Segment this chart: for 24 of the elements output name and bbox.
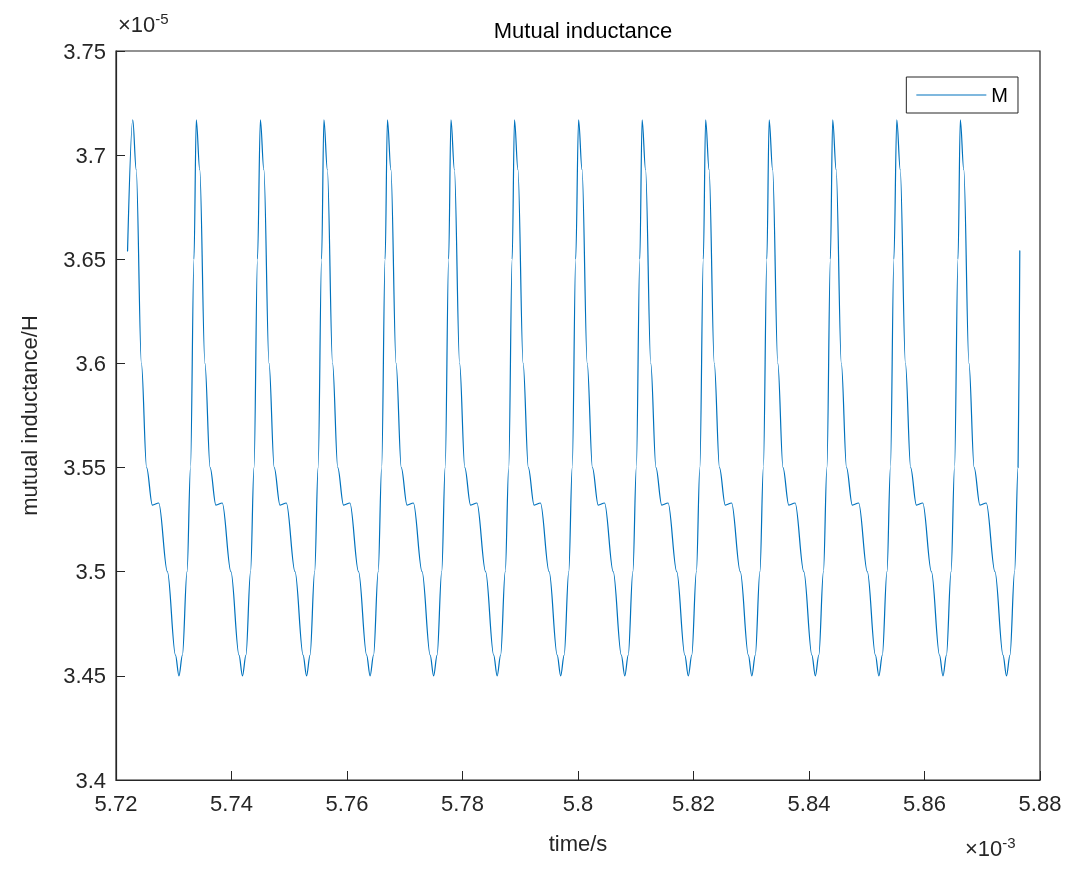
- x-tick-label: 5.76: [325, 790, 369, 816]
- x-tick-label: 5.72: [94, 790, 138, 816]
- y-tick-label: 3.75: [63, 38, 106, 64]
- y-tick-label: 3.65: [63, 246, 106, 272]
- y-tick-label: 3.45: [63, 663, 106, 689]
- x-tick-label: 5.82: [672, 790, 715, 816]
- x-tick-label: 5.78: [441, 790, 484, 816]
- y-tick-label: 3.6: [75, 350, 106, 376]
- text: ×10$^{-5}$: [118, 10, 169, 39]
- line-series: [126, 119, 1021, 677]
- y-tick-label: 3.4: [75, 767, 106, 793]
- chart-title: Mutual inductance: [493, 17, 673, 43]
- y-tick-label: 3.7: [75, 142, 106, 168]
- x-axis-title: time/s: [548, 830, 608, 856]
- y-tick-label: 3.5: [75, 559, 106, 585]
- y-axis-title: mutual inductance/H: [16, 315, 42, 516]
- x-tick-label: 5.74: [210, 790, 253, 816]
- x-tick-label: 5.88: [1018, 790, 1062, 816]
- x-tick-label: 5.8: [562, 790, 594, 816]
- x-tick-label: 5.84: [787, 790, 831, 816]
- y-tick-label: 3.55: [63, 455, 106, 481]
- x-tick-label: 5.86: [903, 790, 946, 816]
- text: ×10$^{-3}$: [965, 834, 1016, 863]
- legend-label: M: [991, 84, 1009, 106]
